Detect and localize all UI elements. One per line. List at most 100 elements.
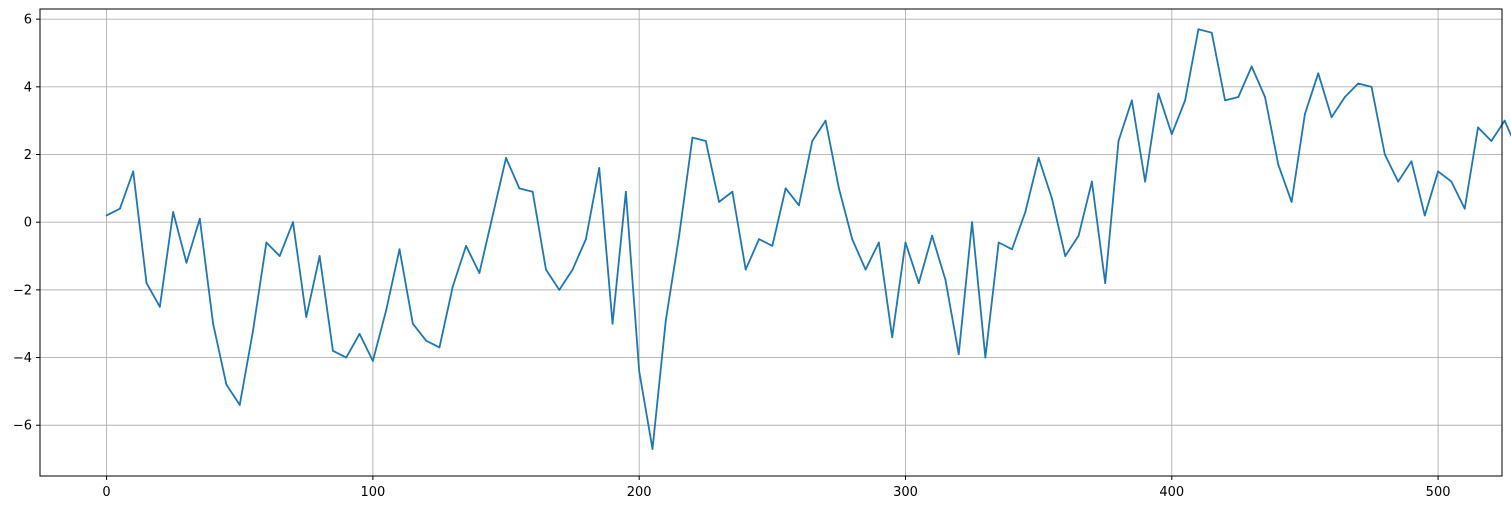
data-point xyxy=(158,305,161,308)
data-point xyxy=(1184,99,1186,102)
data-point xyxy=(851,238,854,241)
data-point xyxy=(225,383,228,386)
data-point xyxy=(638,370,641,372)
data-point xyxy=(465,244,467,247)
data-point xyxy=(1224,99,1226,102)
data-point xyxy=(478,272,481,274)
data-point xyxy=(1490,140,1493,142)
data-point xyxy=(398,248,401,251)
data-point xyxy=(105,214,108,217)
data-point xyxy=(1037,157,1040,159)
y-tick-label: −4 xyxy=(13,351,32,366)
data-point xyxy=(491,214,494,217)
grid xyxy=(40,9,1502,476)
data-point xyxy=(784,187,787,190)
data-point xyxy=(1290,200,1293,203)
x-tick-label: 0 xyxy=(102,485,110,500)
data-point xyxy=(1357,82,1360,85)
data-point xyxy=(651,448,654,450)
data-point xyxy=(345,356,348,359)
data-point xyxy=(238,404,241,406)
data-point xyxy=(1090,180,1093,183)
series-line xyxy=(106,28,1511,450)
data-point xyxy=(1370,85,1373,88)
data-point xyxy=(971,221,973,224)
data-point xyxy=(252,329,254,332)
data-point xyxy=(212,322,215,325)
data-point xyxy=(451,285,454,288)
series-points xyxy=(105,28,1506,450)
data-point xyxy=(997,241,1000,244)
y-tick-label: −2 xyxy=(13,283,32,298)
data-point xyxy=(798,204,800,207)
data-point xyxy=(1117,140,1120,142)
y-tick-label: 6 xyxy=(24,13,32,28)
data-point xyxy=(505,157,507,159)
data-point xyxy=(318,255,321,257)
data-point xyxy=(611,322,614,325)
data-point xyxy=(265,241,268,244)
y-tick-label: 4 xyxy=(24,80,32,95)
data-point xyxy=(585,238,587,241)
data-point xyxy=(185,261,188,264)
data-point xyxy=(1250,65,1253,68)
data-point xyxy=(877,241,880,244)
data-point xyxy=(678,234,681,237)
data-point xyxy=(1077,234,1080,237)
data-point xyxy=(145,282,148,285)
data-point xyxy=(1264,96,1266,98)
data-point xyxy=(425,339,428,342)
data-point xyxy=(904,241,907,244)
axis-ticks: 0 100 200 300 400 500 −6 −4 −2 0 2 4 6 xyxy=(13,13,1451,500)
data-point xyxy=(1024,211,1027,213)
x-tick-label: 200 xyxy=(627,485,652,500)
data-point xyxy=(598,167,601,169)
x-tick-label: 400 xyxy=(1159,485,1184,500)
data-point xyxy=(571,268,574,271)
data-point xyxy=(1477,126,1479,129)
data-point xyxy=(1437,170,1439,173)
y-tick-label: 2 xyxy=(24,148,32,163)
data-point xyxy=(1064,255,1067,257)
data-point xyxy=(624,190,627,193)
data-point xyxy=(278,255,281,257)
data-point xyxy=(118,207,121,210)
data-point xyxy=(891,336,894,339)
data-point xyxy=(438,346,441,349)
data-point xyxy=(944,278,947,281)
data-point xyxy=(1277,163,1280,166)
x-tick-label: 500 xyxy=(1426,485,1451,500)
data-point xyxy=(704,140,707,142)
data-point xyxy=(1383,153,1386,156)
data-point xyxy=(1170,133,1173,136)
data-point xyxy=(917,282,920,285)
data-point xyxy=(838,187,840,190)
data-point xyxy=(1130,99,1133,102)
data-point xyxy=(1304,113,1306,115)
data-point xyxy=(1237,96,1240,98)
data-point xyxy=(811,140,814,142)
data-point xyxy=(744,268,747,271)
data-point xyxy=(172,211,175,213)
data-point xyxy=(771,244,774,247)
data-point xyxy=(1197,28,1200,31)
data-point xyxy=(332,349,334,352)
data-point xyxy=(1051,197,1053,200)
y-tick-label: 0 xyxy=(24,216,32,231)
data-point xyxy=(1397,180,1400,183)
data-point xyxy=(1343,96,1346,98)
data-point xyxy=(545,268,547,271)
data-point xyxy=(385,309,388,312)
data-point xyxy=(1011,248,1013,251)
series-group xyxy=(105,28,1511,450)
x-tick-label: 300 xyxy=(893,485,918,500)
data-point xyxy=(1463,207,1466,210)
data-point xyxy=(1450,180,1453,183)
data-point xyxy=(558,288,561,291)
data-point xyxy=(1210,31,1213,34)
data-point xyxy=(198,217,201,220)
data-point xyxy=(758,238,760,241)
data-point xyxy=(358,332,361,335)
